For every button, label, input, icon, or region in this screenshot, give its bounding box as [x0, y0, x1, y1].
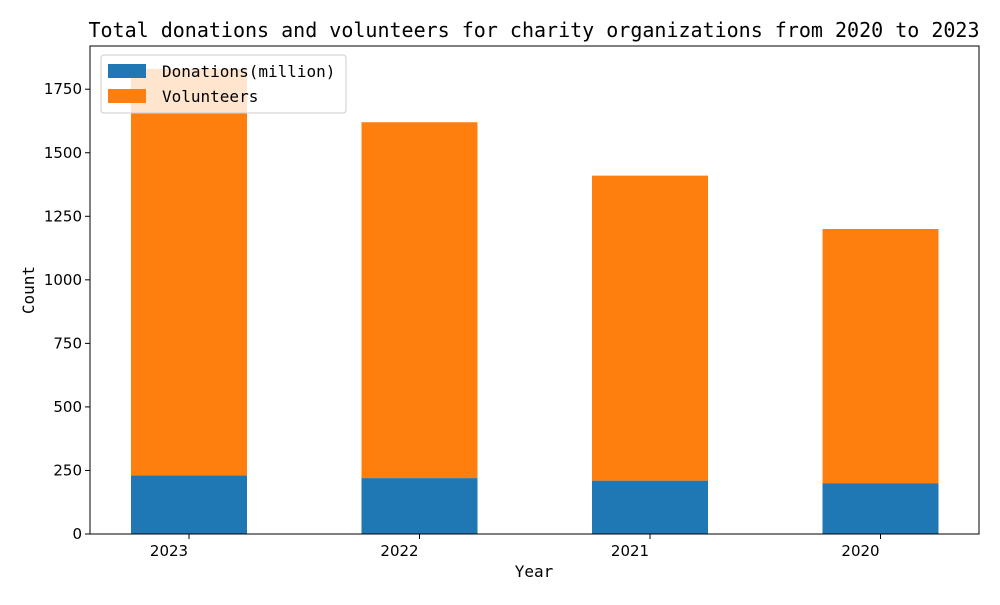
legend: Donations(million) Volunteers — [100, 54, 347, 114]
x-axis: 2023 2022 2021 2020 — [150, 534, 881, 560]
x-tick-label: 2021 — [611, 542, 649, 560]
y-tick-label: 500 — [53, 398, 82, 416]
y-tick-label: 1000 — [44, 271, 82, 289]
bar-volunteers-2021 — [592, 175, 708, 481]
bars-group — [131, 68, 939, 534]
y-tick-label: 1750 — [44, 80, 82, 98]
y-tick-label: 0 — [72, 525, 82, 543]
bar-volunteers-2023 — [131, 68, 247, 476]
x-tick-label: 2020 — [841, 542, 879, 560]
bar-volunteers-2020 — [822, 229, 939, 484]
y-axis-label: Count — [19, 266, 38, 314]
legend-swatch-volunteers — [108, 89, 146, 103]
legend-box — [100, 54, 347, 114]
legend-label-donations: Donations(million) — [162, 62, 335, 81]
chart-title: Total donations and volunteers for chari… — [88, 18, 979, 42]
y-axis: 0 250 500 750 1000 1250 1500 1750 — [44, 80, 90, 543]
plot-frame — [89, 45, 980, 535]
x-tick-label: 2022 — [380, 542, 418, 560]
y-tick-label: 1500 — [44, 144, 82, 162]
bar-donations-2023 — [131, 475, 247, 534]
x-axis-label: Year — [515, 562, 554, 581]
bar-donations-2022 — [361, 478, 478, 534]
bar-volunteers-2022 — [361, 122, 478, 479]
y-tick-label: 250 — [53, 461, 82, 479]
legend-label-volunteers: Volunteers — [162, 87, 258, 106]
x-tick-label: 2023 — [150, 542, 188, 560]
bar-donations-2021 — [592, 480, 708, 534]
bar-donations-2020 — [822, 483, 939, 534]
y-tick-label: 750 — [53, 334, 82, 352]
legend-swatch-donations — [108, 64, 146, 78]
y-tick-label: 1250 — [44, 207, 82, 225]
